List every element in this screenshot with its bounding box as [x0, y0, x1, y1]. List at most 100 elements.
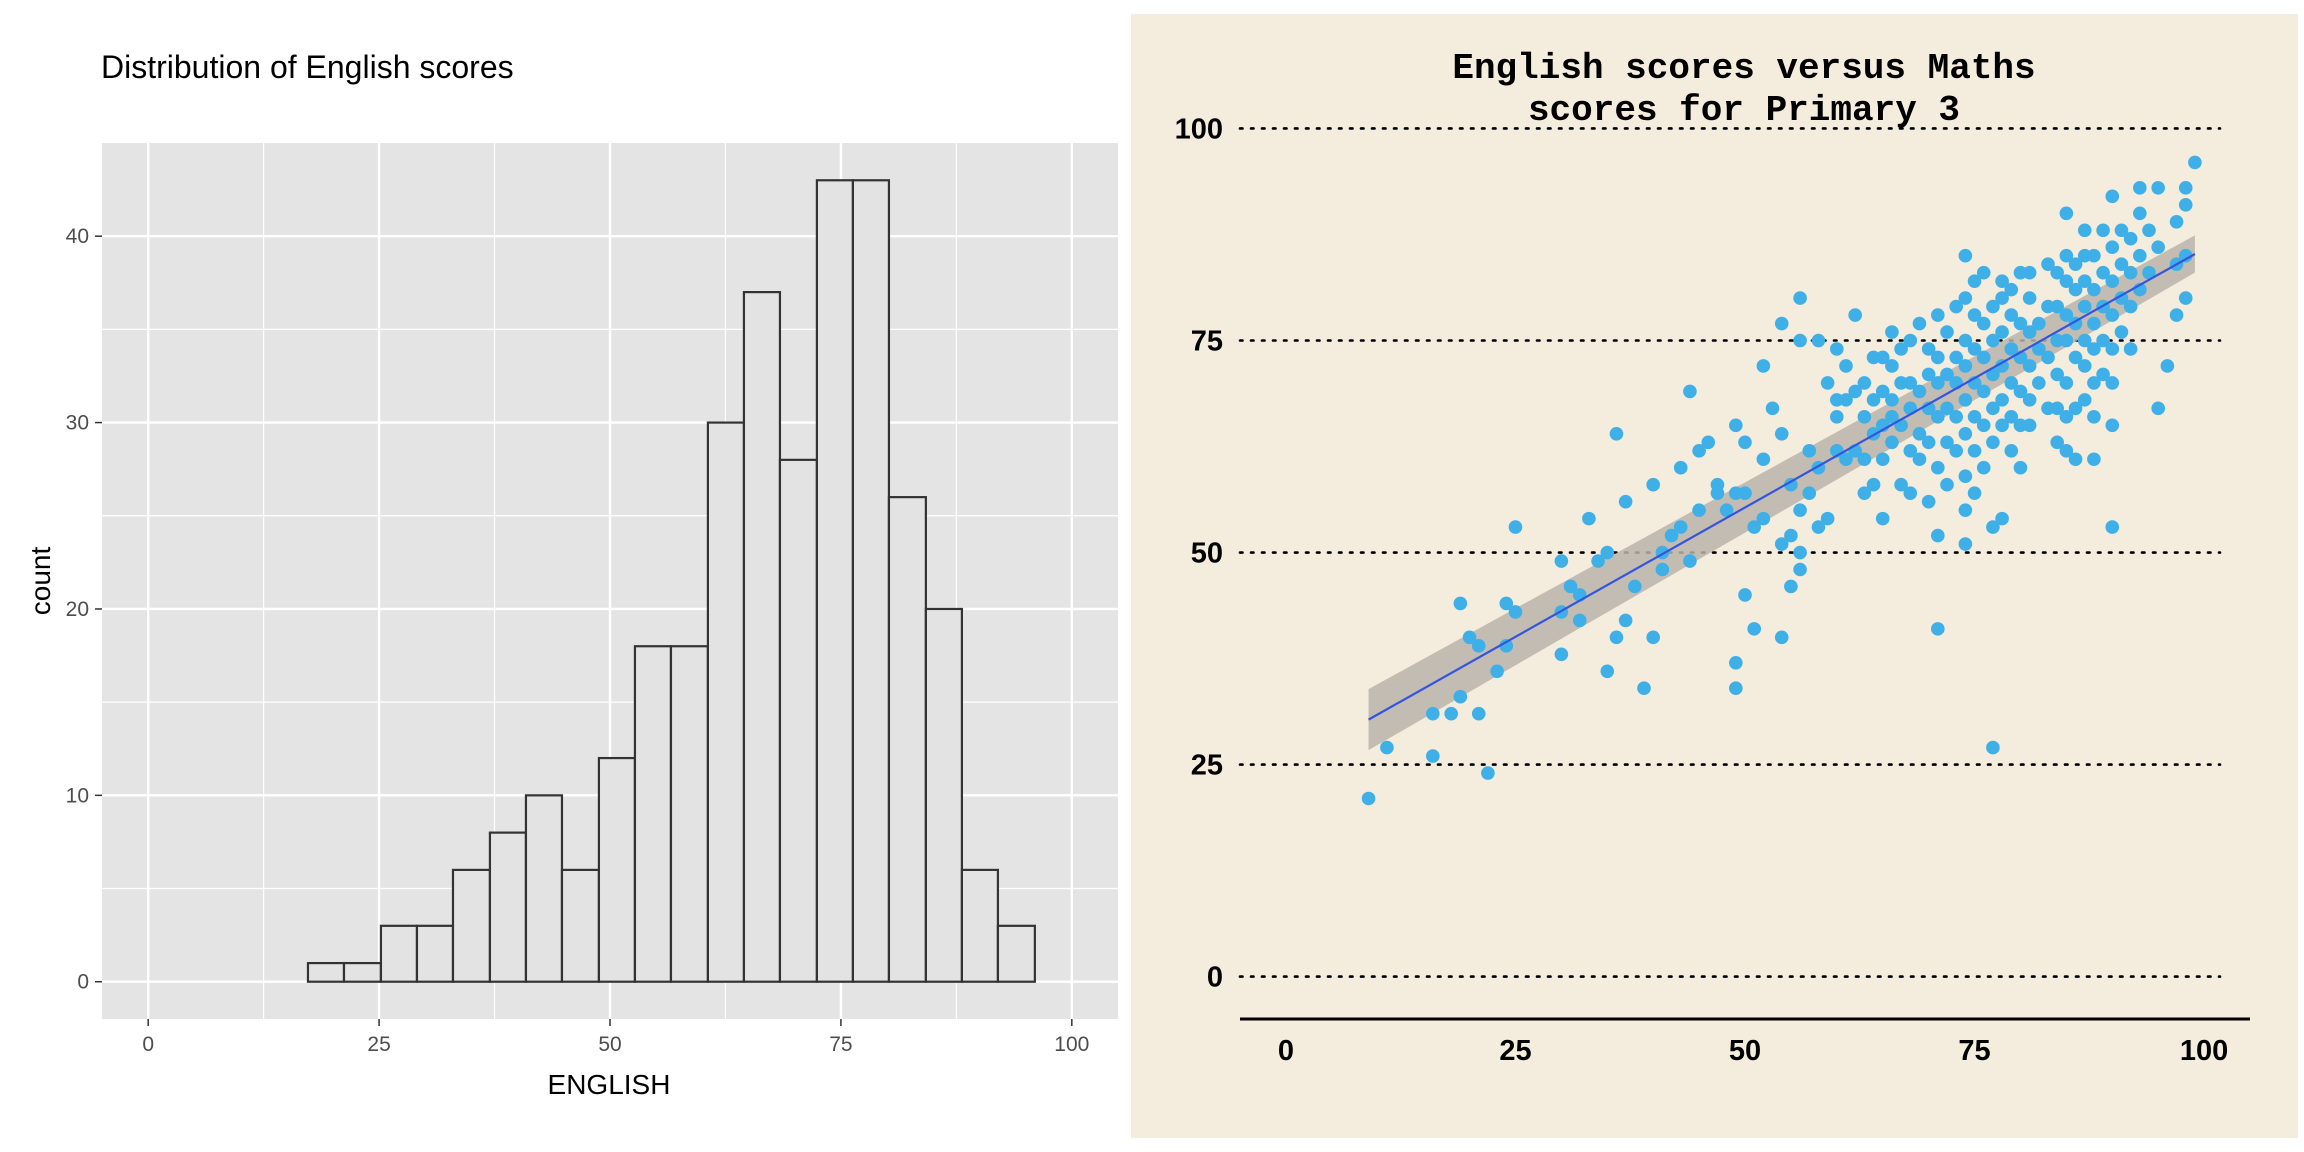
scatter-point	[1976, 316, 1991, 331]
scatter-point	[1490, 664, 1504, 679]
scatter-point	[2077, 274, 2092, 288]
scatter-point	[2114, 325, 2129, 339]
scatter-point	[1967, 410, 1982, 424]
scatter-point	[1756, 359, 1771, 373]
scatter-point	[1839, 359, 1853, 373]
scatter-point	[1600, 664, 1615, 679]
scatter-point	[2022, 265, 2037, 280]
histogram-bar	[924, 607, 964, 983]
scatter-point	[1774, 630, 1789, 645]
scatter-point	[1940, 435, 1954, 450]
scatter-point	[1903, 486, 1918, 500]
histogram-bar	[379, 924, 419, 983]
scatter-point	[2178, 291, 2193, 305]
scatter-point	[2004, 282, 2019, 297]
scatter-point	[1967, 308, 1982, 322]
scatter-point	[1949, 410, 1963, 424]
histogram-bar	[415, 924, 455, 983]
scatter-point	[1885, 359, 1899, 373]
scatter-point	[1885, 410, 1899, 424]
scatter-point	[2077, 359, 2092, 373]
histogram-bar	[488, 831, 528, 983]
histogram-bar	[996, 924, 1036, 983]
scatter-point	[1976, 384, 1991, 399]
scatter-point	[1628, 579, 1642, 594]
scatter-point	[1820, 376, 1835, 390]
histogram-y-tick-label: 0	[77, 971, 89, 994]
scatter-points	[1361, 155, 2202, 806]
scatter-x-tick-label: 50	[1729, 1035, 1761, 1067]
scatter-point	[1995, 291, 2009, 305]
scatter-point	[1471, 706, 1486, 721]
scatter-point	[2114, 223, 2129, 238]
scatter-point	[1729, 418, 1743, 433]
scatter-regression-line	[1368, 253, 2196, 721]
scatter-point	[2096, 265, 2110, 280]
scatter-point	[1655, 562, 1670, 577]
scatter-y-ticks: 0 25 50 75 100	[1175, 113, 1223, 993]
scatter-point	[1701, 435, 1716, 450]
histogram-bars	[306, 179, 1036, 983]
scatter-point	[1646, 630, 1660, 645]
scatter-point	[1481, 766, 1495, 780]
scatter-point	[1986, 367, 2000, 382]
scatter-point	[1940, 325, 1954, 339]
scatter-point	[1958, 248, 1973, 263]
scatter-point	[1600, 545, 1615, 560]
scatter-point	[2059, 333, 2074, 348]
scatter-point	[1784, 477, 1798, 492]
scatter-point	[1931, 622, 1945, 636]
scatter-point	[1637, 681, 1651, 696]
scatter-point	[1958, 359, 1973, 373]
scatter-point	[1729, 681, 1743, 696]
scatter-point	[1903, 443, 1918, 458]
scatter-x-tick-label: 25	[1499, 1035, 1531, 1067]
scatter-point	[1958, 469, 1973, 484]
scatter-x-tick-label: 75	[1958, 1035, 1990, 1067]
scatter-point	[2087, 282, 2101, 297]
scatter-point	[2105, 308, 2120, 322]
scatter-point	[1875, 384, 1890, 399]
scatter-x-ticks: 0 25 50 75 100	[1278, 1035, 2228, 1067]
scatter-point	[1673, 460, 1688, 475]
scatter-point	[1774, 537, 1789, 551]
histogram-y-tick-label: 30	[66, 412, 89, 435]
scatter-point	[1508, 520, 1523, 534]
histogram-x-tick-label: 25	[367, 1033, 390, 1056]
scatter-point	[2077, 299, 2092, 314]
scatter-point	[2123, 299, 2138, 314]
scatter-point	[1866, 477, 1881, 492]
scatter-point	[2004, 410, 2019, 424]
scatter-title-line-2: scores for Primary 3	[1528, 90, 1960, 131]
scatter-point	[2096, 223, 2110, 238]
scatter-point	[1931, 376, 1945, 390]
scatter-point	[1995, 511, 2009, 526]
scatter-point	[2178, 248, 2193, 263]
scatter-point	[1692, 443, 1706, 458]
scatter-point	[1875, 511, 1890, 526]
scatter-point	[2059, 308, 2074, 322]
scatter-point	[1618, 613, 1633, 628]
scatter-point	[2142, 223, 2156, 238]
scatter-point	[1976, 265, 1991, 280]
histogram-y-tick-label: 40	[66, 225, 89, 248]
scatter-point	[1931, 460, 1945, 475]
scatter-point	[2087, 342, 2101, 356]
scatter-point	[1756, 452, 1771, 467]
scatter-point	[1774, 316, 1789, 331]
scatter-y-tick-label: 50	[1191, 538, 1223, 570]
scatter-point	[1719, 503, 1734, 517]
scatter-point	[1738, 435, 1752, 450]
scatter-point	[1967, 274, 1982, 288]
scatter-point	[2087, 248, 2101, 263]
scatter-point	[2105, 520, 2120, 534]
scatter-point	[2105, 274, 2120, 288]
scatter-point	[2022, 325, 2037, 339]
scatter-point	[1646, 477, 1660, 492]
scatter-point	[1499, 639, 1514, 653]
histogram-bar	[597, 756, 637, 983]
scatter-point	[2004, 376, 2019, 390]
scatter-point	[2105, 189, 2120, 204]
scatter-point	[1885, 325, 1899, 339]
scatter-point	[1765, 401, 1780, 416]
